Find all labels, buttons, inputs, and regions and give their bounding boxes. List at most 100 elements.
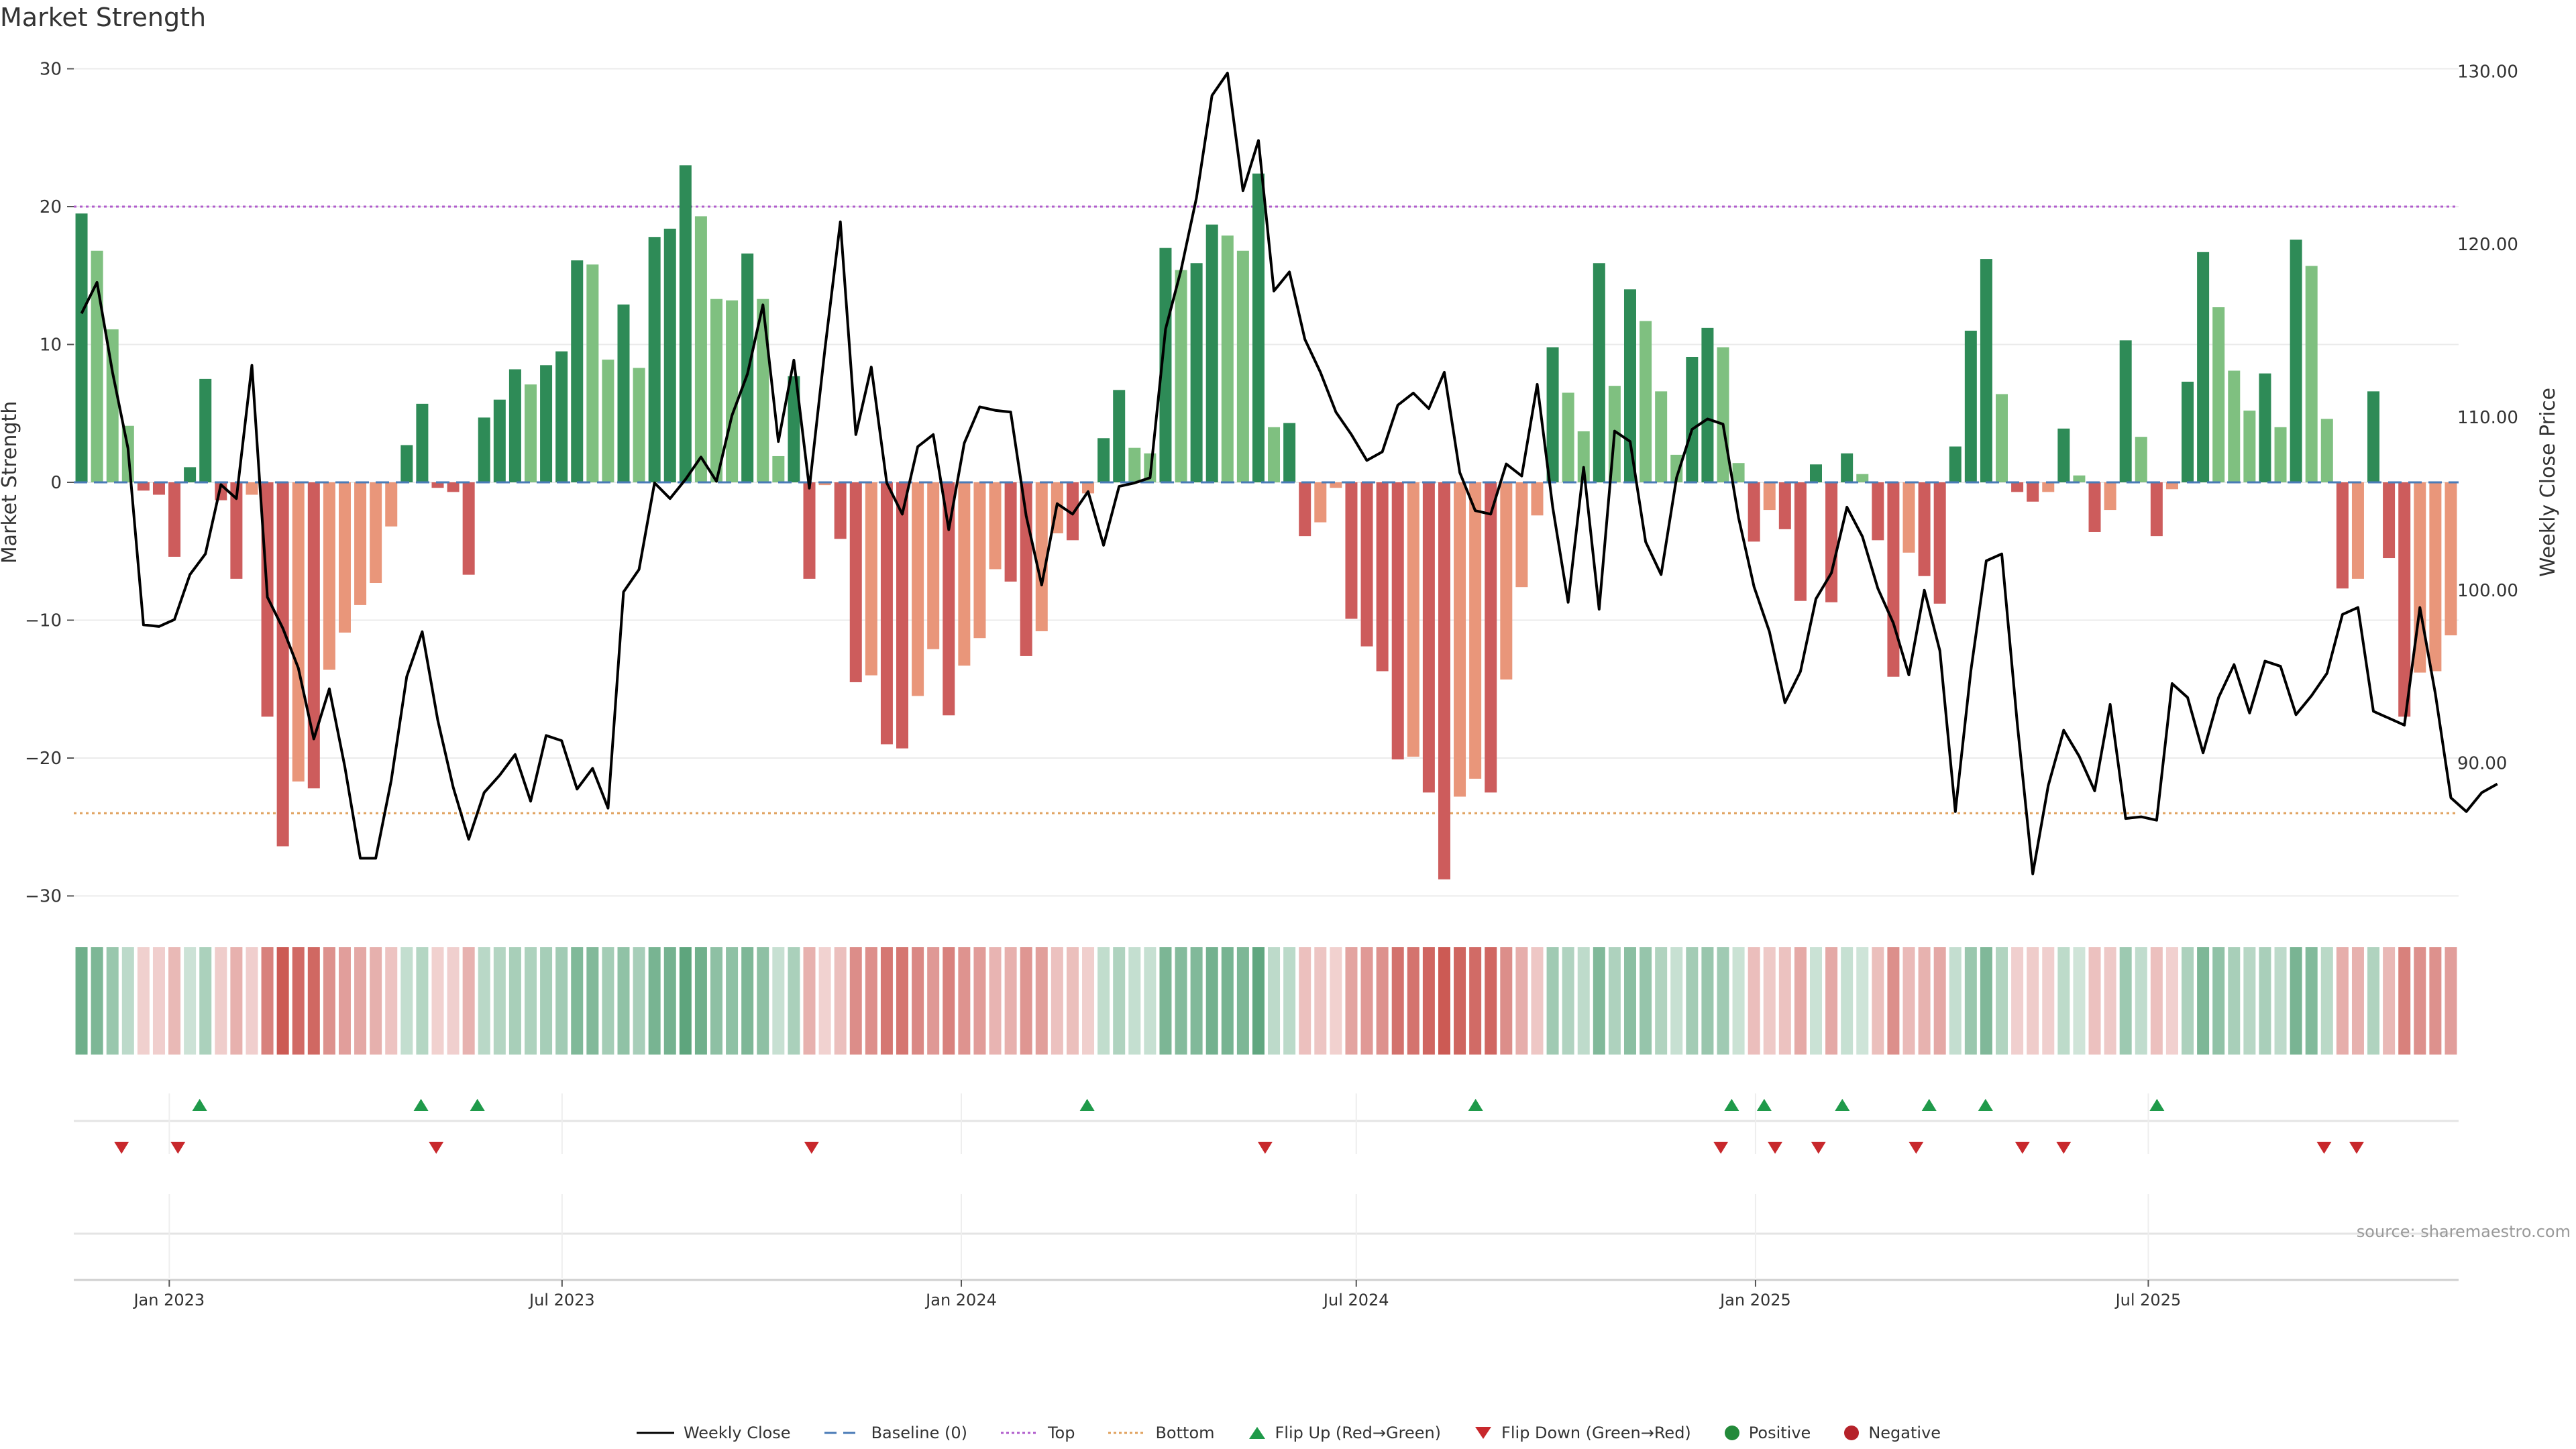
strength-bar (2057, 428, 2070, 482)
heat-cell (2228, 947, 2241, 1055)
heat-cell (2429, 947, 2442, 1055)
strength-bar (1655, 391, 1668, 482)
strength-bar (2336, 482, 2349, 589)
strength-bar (1546, 347, 1559, 482)
heat-cell (2351, 947, 2364, 1055)
strength-bar (2073, 475, 2086, 482)
strength-bar (323, 482, 335, 670)
strength-bar (2011, 482, 2024, 492)
strength-bar (679, 165, 692, 482)
heat-cell (1996, 947, 2008, 1055)
x-tick-label: Jul 2025 (2114, 1291, 2182, 1309)
strength-bar (91, 250, 103, 482)
strength-bar (199, 378, 212, 482)
heat-cell (958, 947, 971, 1055)
heat-cell (865, 947, 877, 1055)
strength-bar (1438, 482, 1450, 879)
heat-cell (663, 947, 676, 1055)
strength-bar (1732, 463, 1745, 482)
flip-down-marker (804, 1142, 819, 1154)
weekly-close-line (80, 71, 2498, 875)
heat-cell (973, 947, 986, 1055)
heat-cell (989, 947, 1002, 1055)
heat-cell (199, 947, 212, 1055)
strength-bar (1360, 482, 1373, 647)
heat-cell (1360, 947, 1373, 1055)
strength-bar (834, 482, 847, 539)
heat-cell (75, 947, 88, 1055)
strength-bar (400, 445, 413, 482)
heat-cell (478, 947, 490, 1055)
strength-bar (184, 467, 197, 482)
heat-cell (2336, 947, 2349, 1055)
strength-bar (1175, 270, 1187, 482)
heat-cell (912, 947, 924, 1055)
heat-cell (2165, 947, 2178, 1055)
strength-bar (2398, 482, 2411, 717)
strength-bar (2212, 307, 2225, 482)
heat-cell (2212, 947, 2225, 1055)
heat-cell (571, 947, 584, 1055)
strength-bar (2228, 370, 2241, 482)
heat-cell (246, 947, 258, 1055)
strength-bar (1902, 482, 1915, 553)
heat-cell (307, 947, 320, 1055)
strength-bar (1531, 482, 1544, 516)
flip-down-marker (2056, 1142, 2072, 1154)
strength-bar (2135, 437, 2147, 482)
flip-down-marker (2316, 1142, 2332, 1154)
legend-line-icon (636, 1432, 674, 1434)
flip-up-marker (2149, 1099, 2165, 1111)
y-right-axis-title: Weekly Close Price (2536, 388, 2560, 577)
strength-bar (1794, 482, 1807, 601)
strength-bar (2259, 373, 2271, 482)
heat-cell (1964, 947, 1977, 1055)
strength-bar (276, 482, 289, 847)
strength-bar (586, 264, 599, 482)
strength-bar (912, 482, 924, 696)
heat-cell (1314, 947, 1327, 1055)
heat-cell (1082, 947, 1095, 1055)
heat-cell (508, 947, 521, 1055)
strength-bar (246, 482, 258, 495)
flip-down-marker (170, 1142, 186, 1154)
flip-up-marker (1756, 1099, 1772, 1111)
heat-cell (184, 947, 197, 1055)
strength-bar (973, 482, 986, 639)
strength-bar (1236, 250, 1249, 482)
strength-bar (757, 299, 769, 482)
strength-bar (633, 368, 645, 482)
strength-bar (818, 482, 831, 486)
heat-cell (1454, 947, 1466, 1055)
flip-down-marker (2349, 1142, 2364, 1154)
strength-bar (1640, 321, 1652, 482)
legend-label: Flip Up (Red→Green) (1275, 1424, 1442, 1442)
strength-bar (943, 482, 955, 716)
strength-bar (1717, 347, 1729, 482)
legend-label: Top (1047, 1424, 1075, 1442)
heat-cell (586, 947, 599, 1055)
legend-dash-icon (824, 1432, 862, 1434)
strength-bar (2383, 482, 2396, 559)
heat-cell (1686, 947, 1699, 1055)
heat-cell (2027, 947, 2039, 1055)
strength-bar (2290, 239, 2302, 482)
strength-bar (2042, 482, 2055, 492)
heat-cell (694, 947, 707, 1055)
strength-bar (1004, 482, 1017, 582)
strength-bar (385, 482, 398, 527)
heat-cell (2259, 947, 2271, 1055)
x-tick-label: Jan 2024 (924, 1291, 997, 1309)
strength-bar (2197, 252, 2210, 482)
strength-bar (2445, 482, 2457, 636)
strength-bar (106, 329, 119, 482)
heat-cell (1113, 947, 1126, 1055)
heat-cell (1872, 947, 1884, 1055)
strength-bar (2429, 482, 2442, 672)
strength-bar (2320, 419, 2333, 482)
strength-bar (1283, 423, 1296, 482)
strength-bar (1159, 248, 1172, 482)
strength-bar (2150, 482, 2163, 537)
strength-bar (710, 299, 723, 482)
strength-bar (1082, 482, 1095, 494)
